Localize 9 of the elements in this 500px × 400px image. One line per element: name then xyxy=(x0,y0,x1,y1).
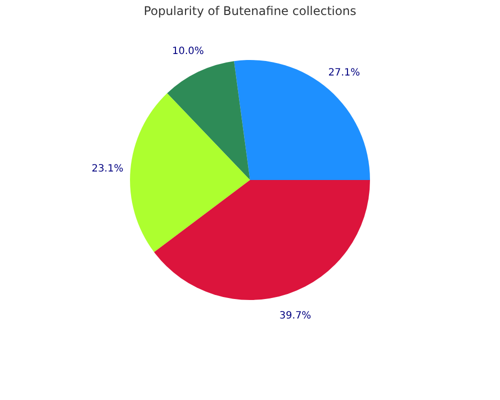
pie-slice xyxy=(130,93,250,252)
data-label: 23.1% xyxy=(92,163,124,174)
data-label: 39.7% xyxy=(279,310,312,322)
chart-title: Popularity of Butenafine collections xyxy=(144,4,356,18)
data-label: 10.0% xyxy=(172,46,204,58)
pie-slice xyxy=(234,60,370,180)
pie-slice xyxy=(154,180,370,300)
data-label: 27.1% xyxy=(328,67,360,78)
pie-slice xyxy=(167,61,250,180)
